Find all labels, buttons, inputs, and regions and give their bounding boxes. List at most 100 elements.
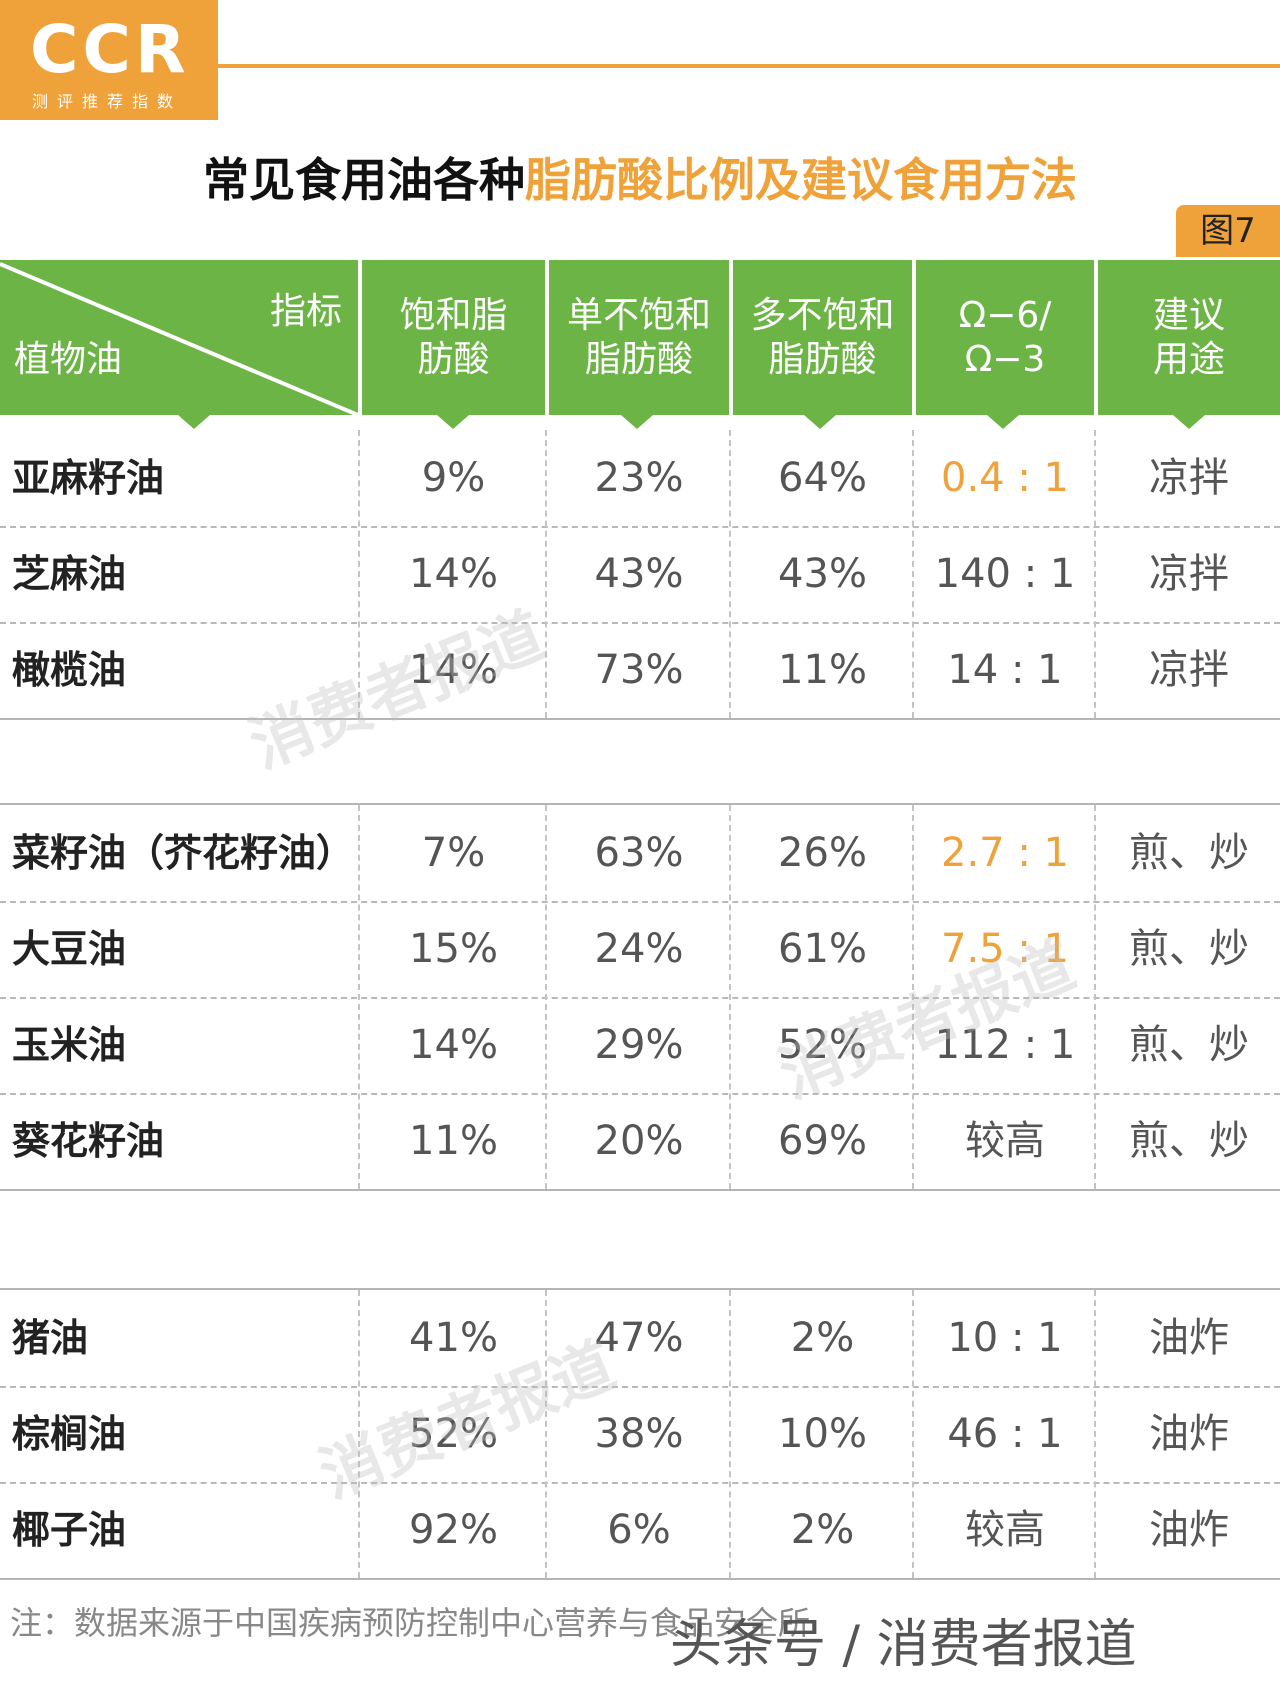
column-divider (358, 1290, 360, 1578)
saturated-value: 11% (409, 1118, 498, 1164)
poly-value: 10% (778, 1411, 867, 1457)
table-row: 棕榈油 52% 38% 10% 46 : 1 油炸 (0, 1386, 1280, 1482)
mono-value: 38% (594, 1411, 684, 1457)
row-separator (0, 1482, 1280, 1484)
header-pointer (437, 415, 469, 429)
group-separator (0, 1189, 1280, 1191)
omega-ratio-value: 140 : 1 (934, 551, 1076, 597)
group-separator (0, 1578, 1280, 1580)
oil-name: 猪油 (12, 1316, 89, 1360)
omega-ratio-value: 46 : 1 (947, 1411, 1063, 1457)
table-row: 亚麻籽油 9% 23% 64% 0.4 : 1 凉拌 (0, 430, 1280, 526)
table-row: 橄榄油 14% 73% 11% 14 : 1 凉拌 (0, 622, 1280, 718)
mono-value: 43% (594, 551, 684, 597)
usage-value: 凉拌 (1149, 551, 1229, 597)
usage-value: 凉拌 (1149, 647, 1229, 693)
oil-name: 棕榈油 (12, 1412, 127, 1456)
header-pointer (178, 415, 210, 429)
logo-brand: CCR (30, 11, 190, 88)
header-mono: 单不饱和 脂肪酸 (566, 294, 711, 380)
poly-value: 26% (778, 830, 867, 876)
table-row: 大豆油 15% 24% 61% 7.5 : 1 煎、炒 (0, 901, 1280, 997)
header-pointer (621, 415, 653, 429)
poly-value: 64% (778, 455, 867, 501)
usage-value: 煎、炒 (1129, 1022, 1249, 1068)
oil-name: 大豆油 (12, 927, 127, 971)
saturated-value: 14% (409, 647, 498, 693)
corner-label-top: 指标 (269, 291, 342, 332)
column-divider (1094, 1290, 1096, 1578)
oil-name: 亚麻籽油 (12, 456, 165, 500)
column-divider (912, 430, 914, 718)
row-separator (0, 901, 1280, 903)
title-part-1: 常见食用油各种 (203, 153, 525, 207)
column-divider (545, 1290, 547, 1578)
column-divider (545, 805, 547, 1189)
logo-subtitle: 测评推荐指数 (32, 92, 183, 111)
mono-value: 6% (607, 1507, 671, 1553)
header-saturated: 饱和脂 肪酸 (399, 294, 508, 380)
row-separator (0, 997, 1280, 999)
omega-ratio-value: 10 : 1 (947, 1315, 1063, 1361)
usage-value: 凉拌 (1149, 455, 1229, 501)
table-row: 葵花籽油 11% 20% 69% 较高 煎、炒 (0, 1093, 1280, 1189)
credit-line: 头条号 / 消费者报道 (670, 1615, 1137, 1675)
saturated-value: 14% (409, 551, 498, 597)
saturated-value: 9% (421, 455, 486, 501)
table-row: 椰子油 92% 6% 2% 较高 油炸 (0, 1482, 1280, 1578)
column-divider (912, 805, 914, 1189)
group-separator (0, 1288, 1280, 1290)
header-pointer (987, 415, 1019, 429)
mono-value: 63% (594, 830, 684, 876)
usage-value: 油炸 (1149, 1507, 1229, 1553)
column-divider (358, 430, 360, 718)
group-separator (0, 803, 1280, 805)
oil-name: 菜籽油（芥花籽油） (12, 831, 355, 875)
mono-value: 20% (594, 1118, 684, 1164)
row-separator (0, 622, 1280, 624)
header-pointer (804, 415, 836, 429)
page-title: 常见食用油各种脂肪酸比例及建议食用方法 (0, 150, 1280, 210)
omega-ratio-value: 0.4 : 1 (941, 455, 1069, 501)
oil-name: 玉米油 (12, 1023, 127, 1067)
saturated-value: 52% (409, 1411, 498, 1457)
corner-label-bottom: 植物油 (14, 339, 123, 380)
header-omega-ratio: Ω−6/ Ω−3 (958, 294, 1052, 380)
table-header: 指标 植物油 饱和脂 肪酸 单不饱和 脂肪酸 多不饱和 脂肪酸 Ω−6/ Ω−3… (0, 260, 1280, 415)
header-pointer (1173, 415, 1205, 429)
poly-value: 61% (778, 926, 867, 972)
column-divider (358, 805, 360, 1189)
mono-value: 73% (594, 647, 684, 693)
usage-value: 煎、炒 (1129, 830, 1249, 876)
header-divider (729, 260, 733, 415)
saturated-value: 7% (421, 830, 486, 876)
header-divider (1094, 260, 1098, 415)
column-divider (545, 430, 547, 718)
table-row: 芝麻油 14% 43% 43% 140 : 1 凉拌 (0, 526, 1280, 622)
oil-name: 橄榄油 (12, 648, 127, 692)
column-divider (729, 430, 731, 718)
omega-ratio-value: 7.5 : 1 (941, 926, 1069, 972)
oil-name: 芝麻油 (12, 552, 127, 596)
saturated-value: 92% (409, 1507, 498, 1553)
usage-value: 煎、炒 (1129, 926, 1249, 972)
row-separator (0, 526, 1280, 528)
header-poly: 多不饱和 脂肪酸 (750, 294, 895, 380)
column-divider (729, 1290, 731, 1578)
table-row: 玉米油 14% 29% 52% 112 : 1 煎、炒 (0, 997, 1280, 1093)
table-row: 菜籽油（芥花籽油） 7% 63% 26% 2.7 : 1 煎、炒 (0, 805, 1280, 901)
oil-name: 葵花籽油 (12, 1119, 165, 1163)
saturated-value: 15% (409, 926, 498, 972)
oil-name: 椰子油 (12, 1508, 127, 1552)
mono-value: 23% (594, 455, 684, 501)
top-rule (218, 64, 1280, 68)
saturated-value: 14% (409, 1022, 498, 1068)
poly-value: 69% (778, 1118, 867, 1164)
row-separator (0, 1386, 1280, 1388)
column-divider (1094, 805, 1096, 1189)
usage-value: 油炸 (1149, 1411, 1229, 1457)
title-part-2: 脂肪酸比例及建议食用方法 (525, 153, 1077, 207)
poly-value: 2% (790, 1315, 855, 1361)
table-row: 猪油 41% 47% 2% 10 : 1 油炸 (0, 1290, 1280, 1386)
saturated-value: 41% (409, 1315, 498, 1361)
